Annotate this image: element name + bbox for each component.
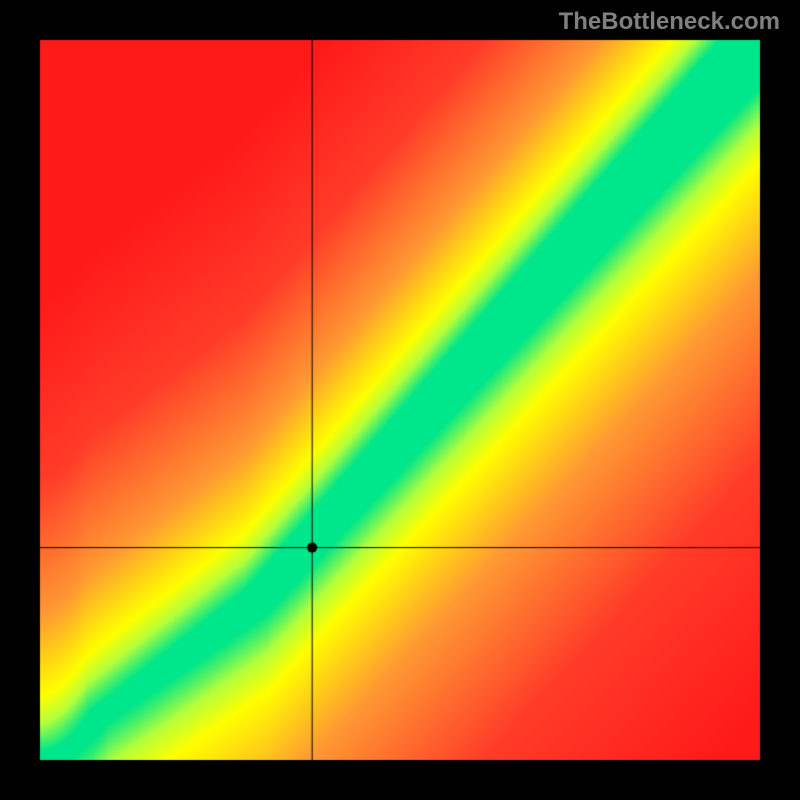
bottleneck-heatmap [0, 0, 800, 800]
watermark-text: TheBottleneck.com [559, 8, 780, 36]
chart-container: TheBottleneck.com [0, 0, 800, 800]
